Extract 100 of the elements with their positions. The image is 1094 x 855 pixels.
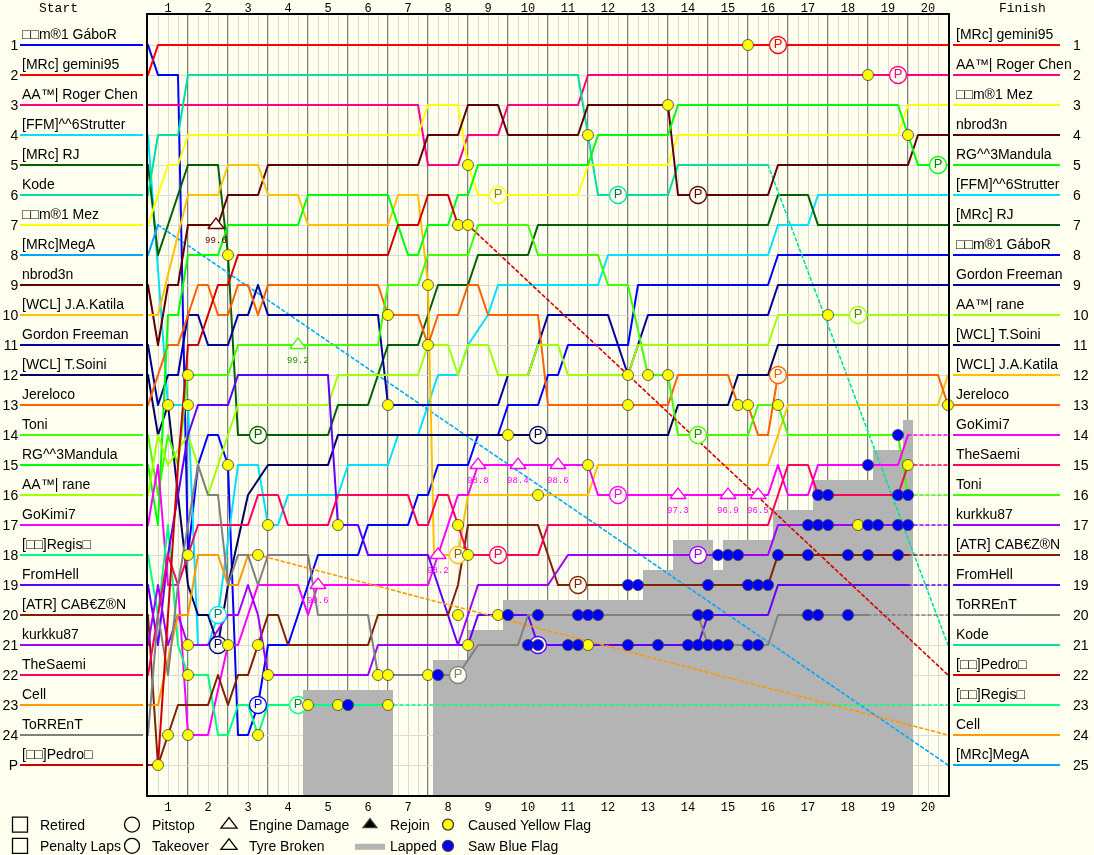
text: Jereloco	[22, 386, 75, 402]
y2-tick-label: 8	[1073, 246, 1081, 263]
y-tick-label: 15	[2, 456, 19, 473]
x2-tick-label: 4	[284, 801, 292, 816]
data-label: P	[453, 546, 463, 562]
x-tick-label: 4	[284, 1, 292, 16]
x-tick-label: 19	[880, 1, 896, 16]
annotation: 98.4	[507, 476, 529, 486]
series-label: TheSaemi	[956, 446, 1020, 462]
series-label: □□m®1 GáboR	[956, 236, 1051, 252]
x-tick-label: 8	[444, 1, 452, 16]
y2-tick-label: 10	[1073, 306, 1089, 323]
x2-tick-label: 3	[244, 801, 252, 816]
series-label: [WCL] T.Soini	[956, 326, 1041, 342]
series-label: Cell	[956, 716, 981, 732]
data-label: P	[493, 186, 503, 202]
y2-tick-label: 24	[1073, 726, 1089, 743]
data-label: P	[493, 546, 503, 562]
x-tick-label: 17	[800, 1, 816, 16]
y2-tick-label: 23	[1073, 696, 1089, 713]
annotation: 99.2	[287, 356, 309, 366]
series-label: kurkku87	[956, 506, 1014, 522]
y-tick-label: 23	[2, 696, 19, 713]
x2-tick-label: 11	[560, 801, 576, 816]
legend-label: Rejoin	[390, 817, 430, 834]
x2-tick-label: 2	[204, 801, 212, 816]
x2-tick-label: 18	[840, 801, 856, 816]
x2-tick-label: 5	[324, 801, 332, 816]
x2-tick-label: 15	[720, 801, 736, 816]
x2-tick-label: 14	[680, 801, 696, 816]
y2-tick-label: 4	[1073, 126, 1081, 143]
text: [□□]Regis□	[22, 536, 92, 552]
series-label: [FFM]^^6Strutter	[956, 176, 1060, 192]
x-tick-label: 18	[840, 1, 856, 16]
y-tick-label: 6	[10, 186, 19, 203]
series-label: [WCL] J.A.Katila	[956, 356, 1059, 372]
annotation: 96.5	[747, 506, 769, 516]
x-tick-label: 13	[640, 1, 656, 16]
x-tick-label: 5	[324, 1, 332, 16]
data-label: P	[693, 426, 703, 442]
y-tick-label: 24	[2, 726, 19, 743]
y-tick-label: 22	[2, 666, 19, 683]
y-tick-label: 8	[10, 246, 19, 263]
text: AA™| Roger Chen	[22, 86, 138, 102]
text: □□m®1 Mez	[22, 206, 100, 222]
series-label: Gordon Freeman	[956, 266, 1063, 282]
series-label: [□□]Pedro□	[956, 656, 1028, 672]
legend-label: Caused Yellow Flag	[468, 817, 591, 834]
y2-tick-label: 19	[1073, 576, 1089, 593]
legend-label: Tyre Broken	[249, 838, 325, 855]
data-label: P	[693, 186, 703, 202]
x-tick-label: 20	[920, 1, 936, 16]
y-tick-label: 18	[2, 546, 19, 563]
legend-label: Pitstop	[152, 817, 196, 834]
y2-tick-label: 21	[1073, 636, 1089, 653]
y-tick-label: 19	[2, 576, 19, 593]
series-label: GoKimi7	[956, 416, 1010, 432]
text: Start	[39, 1, 79, 16]
y-tick-label: 4	[10, 126, 19, 143]
text: ToRREnT	[22, 716, 84, 732]
x-tick-label: 12	[600, 1, 616, 16]
text: [WCL] T.Soini	[22, 356, 107, 372]
x2-tick-label: 1	[164, 801, 172, 816]
text: kurkku87	[22, 626, 80, 642]
y2-tick-label: 13	[1073, 396, 1089, 413]
series-label: □□m®1 Mez	[956, 86, 1034, 102]
series-label: Jereloco	[956, 386, 1010, 402]
y2-tick-label: 9	[1073, 276, 1081, 293]
annotation: 97.3	[667, 506, 689, 516]
x2-tick-label: 12	[600, 801, 616, 816]
x-tick-label: 3	[244, 1, 252, 16]
y-tick-label: P	[8, 756, 19, 773]
series-label: [ATR] CAB€Z®N	[956, 536, 1061, 552]
annotation: 96.9	[717, 506, 739, 516]
y-tick-label: 9	[10, 276, 19, 293]
y-tick-label: 12	[2, 366, 19, 383]
y2-tick-label: 18	[1073, 546, 1089, 563]
series-label: [MRc] gemini95	[956, 26, 1054, 42]
x-tick-label: 14	[680, 1, 696, 16]
y-tick-label: 14	[2, 426, 19, 443]
annotation: 98.6	[547, 476, 569, 486]
y2-tick-label: 12	[1073, 366, 1089, 383]
data-label: P	[693, 546, 703, 562]
data-label: P	[533, 426, 543, 442]
y2-tick-label: 5	[1073, 156, 1081, 173]
legend-label: Engine Damage	[249, 817, 350, 834]
data-label: P	[253, 426, 263, 442]
text: Kode	[22, 176, 55, 192]
y2-tick-label: 17	[1073, 516, 1089, 533]
series-label: AA™| rane	[956, 296, 1025, 312]
data-label: P	[213, 606, 223, 622]
y2-tick-label: 14	[1073, 426, 1089, 443]
y-tick-label: 17	[2, 516, 19, 533]
text: [WCL] J.A.Katila	[22, 296, 124, 312]
y2-tick-label: 11	[1073, 336, 1088, 353]
legend-label: Saw Blue Flag	[468, 838, 559, 855]
x-tick-label: 16	[760, 1, 776, 16]
x2-tick-label: 6	[364, 801, 372, 816]
x-tick-label: 15	[720, 1, 736, 16]
data-label: P	[253, 696, 263, 712]
